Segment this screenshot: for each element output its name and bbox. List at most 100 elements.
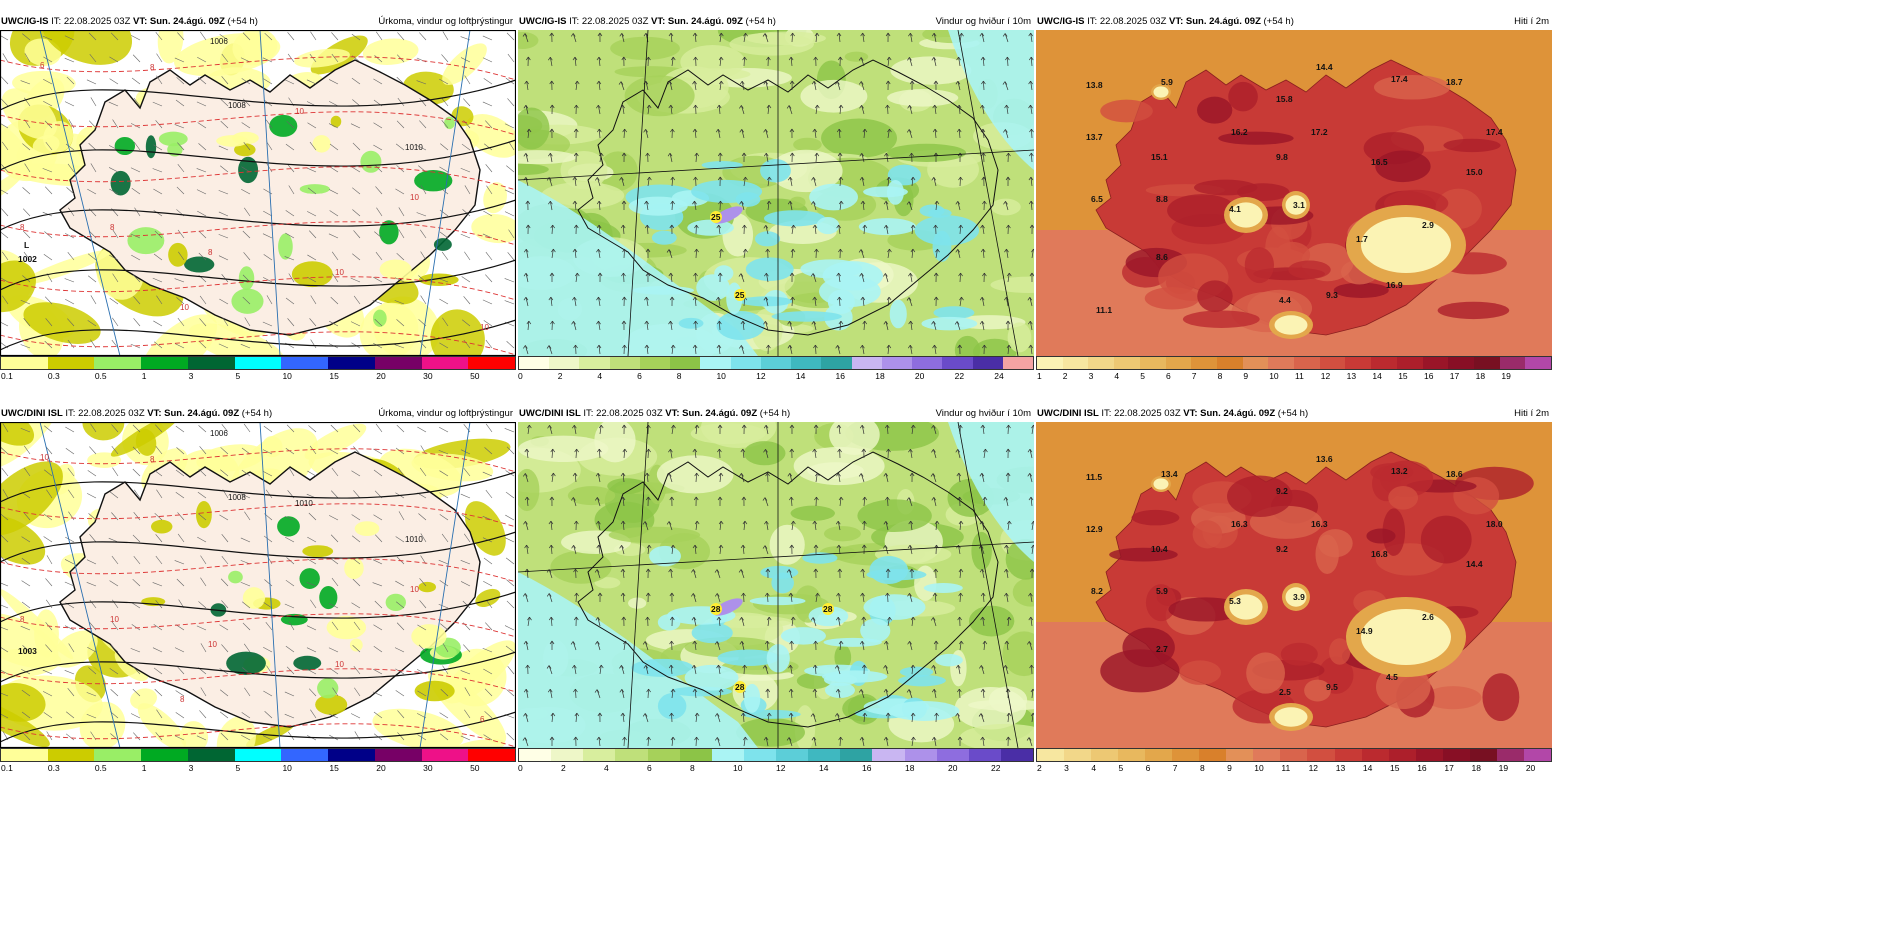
legend-swatch (1, 357, 48, 369)
legend-swatch (1361, 749, 1389, 761)
temperature-value: 9.2 (1276, 486, 1288, 496)
temperature-value: 5.3 (1229, 596, 1241, 606)
legend-tick-label: 14 (819, 763, 829, 773)
legend-swatch (1037, 357, 1063, 369)
legend-tick-label: 20 (948, 763, 958, 773)
model-name: UWC/IG-IS (1, 16, 49, 27)
forecast-panel-precip: UWC/IG-IS IT: 22.08.2025 03Z VT: Sun. 24… (0, 14, 516, 382)
legend-swatch (141, 749, 188, 761)
temperature-value: 8.6 (1156, 252, 1168, 262)
forecast-map[interactable]: 1006 1008 1010 10 10 10 8 8 8 10 10 6 8 L 1002 (0, 30, 516, 356)
legend-swatch (700, 357, 731, 369)
isoline-label: 10 (180, 303, 189, 312)
forecast-map[interactable]: 14.4 5.9 17.4 18.7 13.8 15.8 13.7 16.2 17.2 17.4 1… (1036, 30, 1552, 356)
legend-swatch (579, 357, 610, 369)
legend-tick-label: 2 (1062, 371, 1068, 381)
legend-swatch (1172, 749, 1200, 761)
temperature-value: 8.2 (1091, 586, 1103, 596)
legend-swatch (234, 749, 282, 761)
legend-ticks: 1 2 3 4 5 6 7 8 9 10 11 12 13 14 15 16 17 18 19 (1036, 370, 1552, 382)
forecast-map[interactable]: 1006 1008 1010 1010 10 10 10 10 8 8 6 10 8 1003 (0, 422, 516, 748)
isoline-label: 10 (335, 268, 344, 277)
legend-swatch (1199, 749, 1227, 761)
legend-swatch (1191, 357, 1217, 369)
isoline-label: 8 (150, 455, 155, 464)
legend-tick-label: 8 (676, 371, 682, 381)
init-time-label: IT: (65, 408, 76, 419)
legend-tick-label: 12 (756, 371, 766, 381)
legend-swatch (968, 749, 1001, 761)
isoline-label: 6 (40, 61, 45, 70)
isoline-label: 6 (480, 715, 485, 724)
legend-tick-label: 5 (235, 371, 241, 381)
legend-swatch (851, 357, 882, 369)
gust-max-label: 28 (823, 604, 833, 614)
legend-tick-label: 12 (1308, 763, 1319, 773)
temperature-value: 14.4 (1466, 559, 1483, 569)
legend-swatch (94, 749, 142, 761)
valid-time-label: VT: (1169, 16, 1184, 27)
legend-tick-label: 1 (141, 763, 147, 773)
legend-tick-label: 22 (954, 371, 965, 381)
init-time-label: IT: (569, 16, 580, 27)
forecast-map[interactable]: 28 28 28 (518, 422, 1034, 748)
legend-tick-label: 16 (835, 371, 845, 381)
forecast-panel-temp: UWC/DINI ISL IT: 22.08.2025 03Z VT: Sun.… (1036, 406, 1552, 774)
forecast-map[interactable]: 13.6 13.4 13.2 18.6 11.5 9.2 12.9 16.3 16.3 18.0 1… (1036, 422, 1552, 748)
legend-swatches (518, 356, 1034, 370)
legend-swatch (281, 749, 329, 761)
legend-tick-label: 6 (1166, 371, 1171, 381)
legend-tick-label: 10 (282, 371, 292, 381)
panel-header: UWC/DINI ISL IT: 22.08.2025 03Z VT: Sun.… (0, 406, 516, 422)
isoline-label: 10 (410, 585, 419, 594)
panel-header: UWC/IG-IS IT: 22.08.2025 03Z VT: Sun. 24… (518, 14, 1034, 30)
color-legend: 0 2 4 6 8 10 12 14 16 18 20 22 (518, 748, 1034, 774)
legend-swatches (518, 748, 1034, 762)
temperature-value: 15.1 (1151, 152, 1168, 162)
legend-tick-label: 10 (733, 763, 743, 773)
legend-swatch (647, 749, 680, 761)
legend-ticks: 0.1 0.3 0.5 1 3 5 10 15 20 30 50 (0, 370, 516, 382)
panel-title: Úrkoma, vindur og loftþrýstingur (378, 16, 513, 27)
legend-swatch (1268, 357, 1295, 369)
init-time-label: IT: (1087, 16, 1098, 27)
legend-swatch (1345, 357, 1372, 369)
valid-time-value: Sun. 24.ágú. 09Z (1185, 16, 1261, 27)
isoline-label: 8 (20, 223, 25, 232)
legend-swatch (549, 357, 580, 369)
legend-swatch (1165, 357, 1192, 369)
legend-tick-label: 10 (1269, 371, 1279, 381)
legend-tick-label: 14 (1372, 371, 1382, 381)
isoline-label: 8 (20, 615, 25, 624)
legend-tick-label: 20 (376, 371, 386, 381)
forecast-map[interactable]: 25 25 (518, 30, 1034, 356)
legend-tick-label: 15 (1390, 763, 1400, 773)
legend-swatch (615, 749, 648, 761)
legend-tick-label: 15 (1398, 371, 1408, 381)
legend-swatch (94, 357, 142, 369)
legend-tick-label: 20 (376, 763, 386, 773)
panel-title: Hiti í 2m (1514, 408, 1549, 419)
legend-tick-label: 16 (1424, 371, 1434, 381)
temperature-value: 4.1 (1229, 204, 1241, 214)
color-legend: 2 3 4 5 6 7 8 9 10 11 12 13 14 15 16 17 18 19 20 (1036, 748, 1552, 774)
model-name: UWC/DINI ISL (1, 408, 63, 419)
legend-tick-label: 9 (1243, 371, 1249, 381)
valid-time-label: VT: (133, 16, 148, 27)
panel-header: UWC/IG-IS IT: 22.08.2025 03Z VT: Sun. 24… (1036, 14, 1552, 30)
init-time-value: 22.08.2025 03Z (78, 408, 145, 419)
legend-tick-label: 30 (423, 371, 433, 381)
temperature-value: 5.9 (1156, 586, 1168, 596)
legend-tick-label: 9 (1227, 763, 1232, 773)
color-legend: 1 2 3 4 5 6 7 8 9 10 11 12 13 14 15 16 17 18 19 (1036, 356, 1552, 382)
lead-time: (+54 h) (1263, 16, 1294, 27)
pressure-center-value: 1003 (18, 646, 37, 656)
model-name: UWC/DINI ISL (519, 408, 581, 419)
map-canvas: 25 25 (518, 30, 1034, 356)
legend-ticks: 0 2 4 6 8 10 12 14 16 18 20 22 24 (518, 370, 1034, 382)
legend-swatch (519, 357, 550, 369)
legend-swatch (1242, 357, 1269, 369)
legend-tick-label: 18 (875, 371, 885, 381)
legend-tick-label: 17 (1449, 371, 1460, 381)
